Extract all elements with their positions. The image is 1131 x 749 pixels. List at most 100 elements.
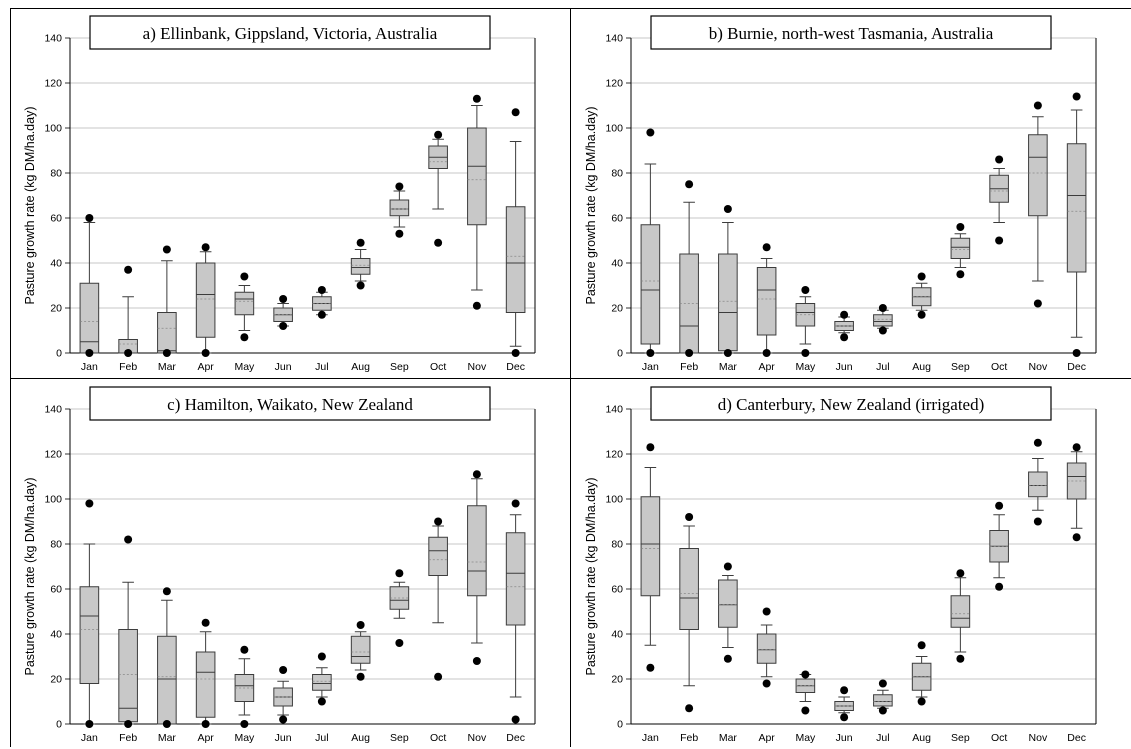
outlier-point: [124, 265, 133, 274]
y-tick-label: 100: [44, 494, 62, 506]
box-dec: [505, 499, 526, 724]
outlier-point: [801, 286, 810, 294]
outlier-point: [472, 301, 481, 310]
x-tick-label: Apr: [758, 732, 775, 744]
panel-title-box: [650, 386, 1052, 421]
outlier-point: [995, 582, 1004, 591]
box-iqr: [389, 199, 410, 217]
outlier-point: [124, 535, 133, 544]
x-tick-label: Dec: [1067, 732, 1086, 744]
outlier-point: [356, 621, 365, 629]
chart-svg: 0 20 40 60 80 100 120 140 Pasture growth rate (k…: [23, 15, 536, 373]
y-tick-label: 140: [44, 33, 62, 45]
y-tick-label: 80: [50, 539, 62, 551]
box-iqr: [505, 206, 526, 313]
box-jul: [873, 304, 893, 335]
box-mar: [157, 245, 177, 357]
panel-title: d) Canterbury, New Zealand (irrigated): [718, 395, 985, 414]
y-axis-label: Pasture growth rate (kg DM/ha.day): [584, 478, 598, 676]
box-sep: [389, 569, 410, 647]
outlier-point: [801, 349, 810, 357]
box-mar: [718, 205, 738, 357]
y-tick-label: 60: [611, 213, 623, 225]
y-tick-label: 20: [611, 674, 623, 686]
x-tick-label: Jan: [642, 732, 659, 744]
x-tick-label: May: [234, 361, 255, 373]
outlier-point: [162, 349, 171, 357]
box-iqr: [1066, 143, 1087, 273]
box-nov: [1028, 101, 1048, 308]
box-iqr: [756, 633, 777, 664]
outlier-point: [240, 272, 249, 281]
outlier-point: [723, 562, 732, 571]
x-tick-label: Oct: [430, 732, 446, 744]
box-may: [795, 286, 816, 357]
outlier-point: [878, 326, 887, 335]
box-feb: [679, 513, 699, 713]
x-tick-label: Dec: [506, 361, 525, 373]
box-iqr: [1028, 134, 1048, 217]
outlier-point: [685, 513, 694, 521]
outlier-point: [356, 281, 365, 290]
x-tick-label: Apr: [197, 732, 214, 744]
y-tick-label: 0: [617, 348, 623, 360]
box-jan: [640, 128, 661, 357]
box-iqr: [718, 253, 738, 352]
box-iqr: [79, 586, 100, 684]
outlier-point: [356, 238, 365, 247]
outlier-point: [279, 715, 288, 724]
box-iqr: [195, 651, 216, 718]
outlier-point: [1072, 92, 1081, 101]
outlier-point: [840, 310, 849, 319]
x-tick-label: May: [795, 732, 816, 744]
box-iqr: [467, 127, 487, 226]
x-tick-label: Sep: [951, 361, 970, 373]
outlier-point: [201, 720, 210, 728]
x-tick-label: Mar: [719, 732, 738, 744]
y-axis-label: Pasture growth rate (kg DM/ha.day): [584, 107, 598, 305]
y-tick-label: 100: [44, 123, 62, 135]
y-tick-label: 120: [44, 78, 62, 90]
outlier-point: [395, 639, 404, 647]
outlier-point: [685, 180, 694, 189]
outlier-point: [317, 652, 326, 661]
x-tick-label: Apr: [758, 361, 775, 373]
box-jan: [640, 443, 661, 672]
box-iqr: [950, 595, 971, 628]
box-may: [795, 670, 816, 715]
x-tick-label: Feb: [119, 361, 137, 373]
x-tick-label: May: [795, 361, 816, 373]
outlier-point: [124, 720, 133, 728]
x-tick-label: Jul: [876, 361, 889, 373]
box-jul: [312, 286, 332, 319]
box-may: [234, 645, 255, 728]
x-tick-label: Feb: [119, 732, 137, 744]
outlier-point: [472, 657, 481, 665]
y-tick-label: 100: [605, 123, 623, 135]
outlier-point: [878, 706, 887, 715]
box-mar: [718, 562, 738, 663]
outlier-point: [85, 349, 94, 357]
box-iqr: [157, 312, 177, 354]
outlier-point: [511, 108, 520, 117]
box-aug: [350, 238, 371, 290]
outlier-point: [472, 94, 481, 103]
box-sep: [950, 569, 971, 663]
box-oct: [428, 130, 448, 247]
outlier-point: [685, 704, 694, 713]
box-apr: [195, 243, 216, 357]
outlier-point: [434, 517, 443, 526]
box-dec: [1066, 443, 1087, 542]
x-tick-label: May: [234, 732, 255, 744]
outlier-point: [511, 349, 520, 357]
box-iqr: [873, 314, 893, 327]
outlier-point: [685, 349, 694, 357]
y-tick-label: 0: [56, 719, 62, 731]
outlier-point: [646, 663, 655, 672]
x-tick-label: Nov: [468, 732, 487, 744]
x-tick-label: Jul: [876, 732, 889, 744]
y-tick-label: 100: [605, 494, 623, 506]
outlier-point: [840, 713, 849, 722]
outlier-point: [279, 322, 288, 330]
y-tick-label: 120: [605, 78, 623, 90]
